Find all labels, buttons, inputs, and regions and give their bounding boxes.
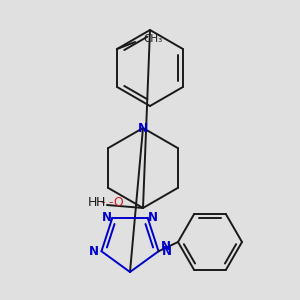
Text: N: N: [102, 211, 112, 224]
Text: H: H: [88, 196, 97, 209]
Text: N: N: [161, 240, 171, 253]
Text: N: N: [138, 122, 148, 134]
Text: CH₃: CH₃: [143, 34, 162, 44]
Text: H: H: [96, 196, 105, 209]
Text: N: N: [148, 211, 158, 224]
Text: -: -: [101, 196, 105, 209]
Text: N: N: [88, 245, 98, 258]
Text: -O: -O: [105, 196, 124, 209]
Text: N: N: [161, 245, 172, 258]
